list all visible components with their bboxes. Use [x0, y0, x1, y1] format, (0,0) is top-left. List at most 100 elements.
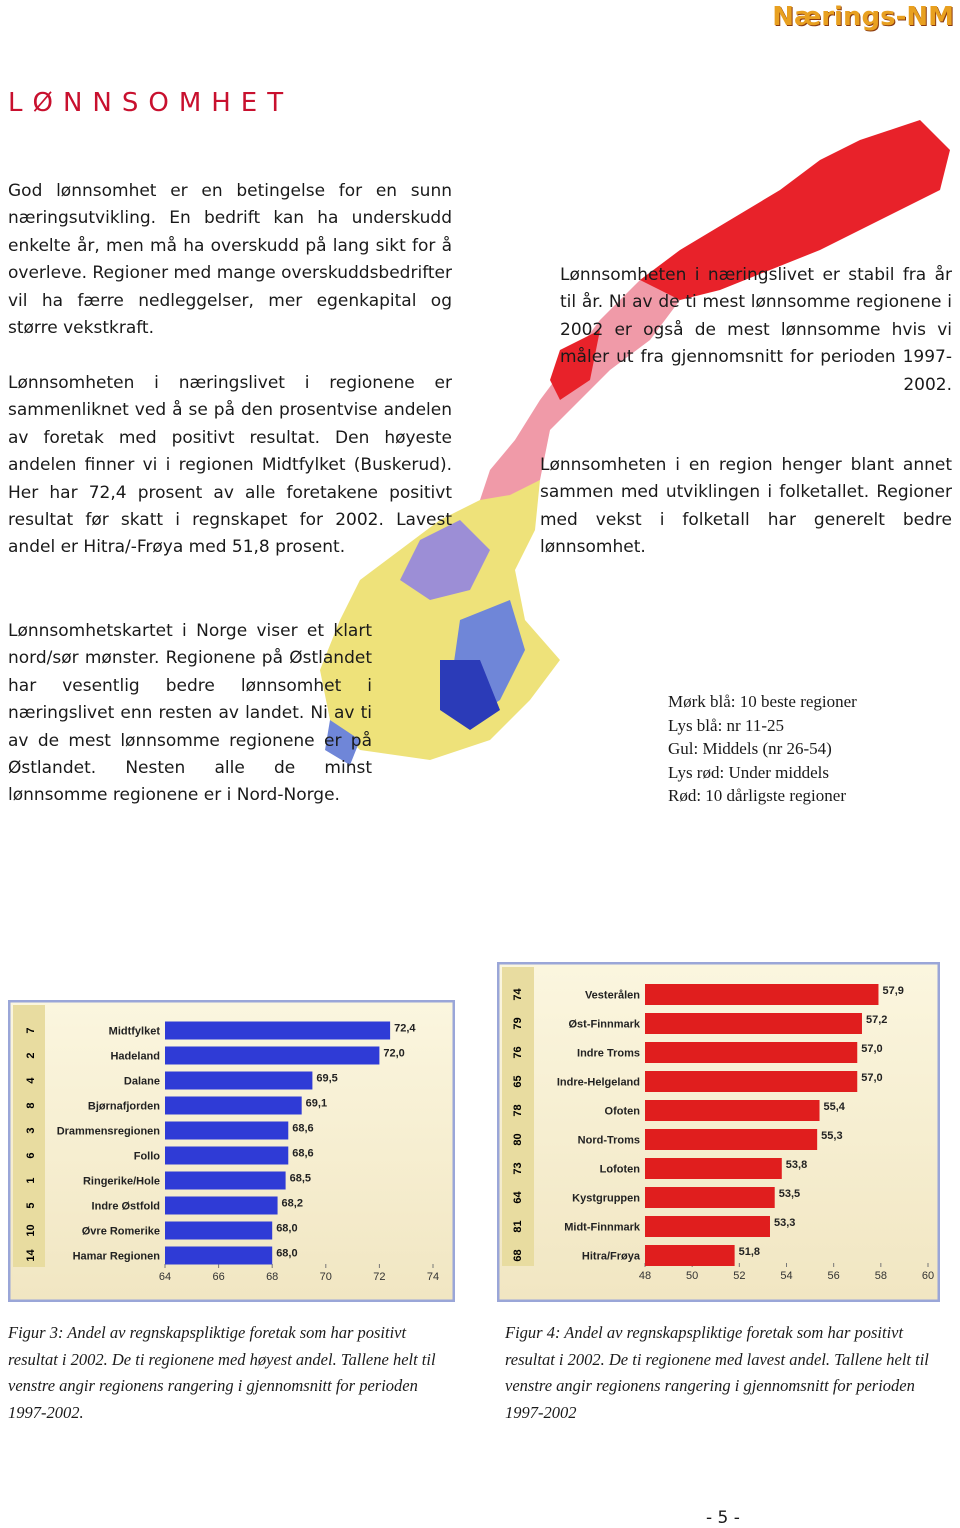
x-tick-label: 72	[373, 1271, 385, 1283]
rank-label: 8	[25, 1102, 37, 1108]
rank-column	[13, 1005, 45, 1267]
value-label: 68,0	[276, 1223, 297, 1235]
rank-label: 14	[25, 1249, 37, 1262]
value-label: 72,0	[383, 1048, 404, 1060]
bar	[645, 1158, 782, 1179]
category-label: Hamar Regionen	[73, 1251, 161, 1263]
category-label: Ringerike/Hole	[83, 1176, 160, 1188]
category-label: Indre Troms	[577, 1048, 640, 1060]
legend-item: Lys rød: Under middels	[668, 762, 830, 782]
rank-label: 64	[512, 1191, 524, 1204]
bar	[165, 1071, 313, 1090]
bar	[645, 1100, 820, 1121]
x-tick-label: 70	[320, 1271, 332, 1283]
figure-caption: Figur 3: Andel av regnskapspliktige fore…	[8, 1323, 436, 1422]
category-label: Drammensregionen	[57, 1126, 161, 1138]
map-region-nordland	[550, 330, 600, 400]
left-paragraph: God lønnsomhet er en betingelse for en s…	[8, 181, 452, 339]
x-tick-label: 56	[828, 1270, 840, 1282]
map-legend: Mørk blå: 10 beste regioner Lys blå: nr …	[668, 690, 857, 808]
rank-column	[502, 967, 534, 1266]
rank-label: 81	[512, 1220, 524, 1232]
rank-label: 3	[25, 1127, 37, 1133]
bar	[645, 984, 879, 1005]
x-tick-label: 60	[922, 1270, 934, 1282]
value-label: 55,4	[824, 1101, 846, 1113]
category-label: Indre-Helgeland	[557, 1077, 640, 1089]
value-label: 53,3	[774, 1217, 795, 1229]
bar	[645, 1129, 818, 1150]
bar	[165, 1096, 302, 1115]
map-region-troms	[515, 280, 680, 460]
value-label: 68,2	[282, 1198, 303, 1210]
x-tick-label: 64	[159, 1271, 171, 1283]
category-label: Nord-Troms	[578, 1135, 640, 1147]
category-label: Lofoten	[600, 1164, 641, 1176]
bar-chart: 64 66 68 70 72 747 Midtfylket 72,42 Hadeland 72,0…	[8, 1000, 455, 1302]
rank-label: 78	[512, 1104, 524, 1116]
brand: Nærings-NM	[772, 2, 954, 32]
x-tick-label: 74	[427, 1271, 439, 1283]
bar	[165, 1221, 273, 1240]
category-label: Dalane	[124, 1076, 160, 1088]
category-label: Midtfylket	[109, 1026, 161, 1038]
bar	[165, 1046, 380, 1065]
value-label: 53,5	[779, 1188, 800, 1200]
legend-item: Rød: 10 dårligste regioner	[668, 786, 846, 805]
value-label: 69,5	[316, 1073, 337, 1085]
section-title: LØNNSOMHET	[8, 88, 294, 118]
value-label: 68,6	[292, 1148, 313, 1160]
rank-label: 6	[25, 1152, 37, 1158]
x-tick-label: 48	[639, 1270, 651, 1282]
rank-label: 1	[25, 1177, 37, 1183]
category-label: Follo	[134, 1151, 161, 1163]
x-tick-label: 54	[780, 1270, 792, 1282]
bar	[165, 1021, 391, 1040]
value-label: 57,0	[861, 1072, 882, 1084]
left-paragraph: Lønnsomhetskartet i Norge viser et klart…	[8, 621, 372, 806]
map-region-purple	[400, 520, 490, 600]
right-paragraph: Lønnsomheten i næringslivet er stabil fr…	[560, 265, 952, 395]
rank-label: 65	[512, 1075, 524, 1087]
page-number: - 5 -	[706, 1508, 740, 1528]
value-label: 51,8	[739, 1246, 760, 1258]
bar	[165, 1121, 289, 1140]
rank-label: 79	[512, 1017, 524, 1029]
legend-item: Lys blå: nr 11-25	[668, 715, 784, 735]
value-label: 57,0	[861, 1043, 882, 1055]
map-region-sw	[325, 720, 360, 765]
value-label: 72,4	[394, 1023, 416, 1035]
map-region-middle	[480, 430, 550, 500]
map	[320, 120, 950, 765]
bar-chart: 48 50 52 54 56 58 60 74 Vesterålen 57,9 79 Øst-Finn…	[497, 962, 940, 1302]
figure-caption: Figur 4: Andel av regnskapspliktige fore…	[505, 1323, 929, 1422]
rank-label: 10	[25, 1224, 37, 1236]
map-region-oslo	[440, 660, 500, 730]
rank-label: 7	[25, 1027, 37, 1033]
rank-label: 74	[512, 988, 524, 1001]
bar	[645, 1071, 858, 1092]
rank-label: 68	[512, 1249, 524, 1261]
category-label: Øvre Romerike	[82, 1226, 160, 1238]
left-paragraph: Lønnsomheten i næringslivet i regionene …	[8, 373, 452, 558]
x-tick-label: 66	[212, 1271, 224, 1283]
category-label: Bjørnafjorden	[88, 1101, 160, 1113]
category-label: Midt-Finnmark	[564, 1222, 641, 1234]
category-label: Hitra/Frøya	[582, 1251, 641, 1263]
bar	[165, 1171, 286, 1190]
x-tick-label: 50	[686, 1270, 698, 1282]
category-label: Kystgruppen	[572, 1193, 640, 1205]
rank-label: 73	[512, 1162, 524, 1174]
rank-label: 4	[25, 1077, 37, 1084]
category-label: Hadeland	[110, 1051, 160, 1063]
value-label: 57,9	[882, 985, 903, 997]
category-label: Øst-Finnmark	[568, 1019, 640, 1031]
right-paragraph: Lønnsomheten i en region henger blant an…	[540, 455, 952, 558]
value-label: 53,8	[786, 1159, 807, 1171]
map-region-north	[640, 120, 950, 310]
rank-label: 2	[25, 1052, 37, 1058]
legend-item: Mørk blå: 10 beste regioner	[668, 692, 857, 711]
bar	[165, 1246, 273, 1265]
x-tick-label: 52	[733, 1270, 745, 1282]
